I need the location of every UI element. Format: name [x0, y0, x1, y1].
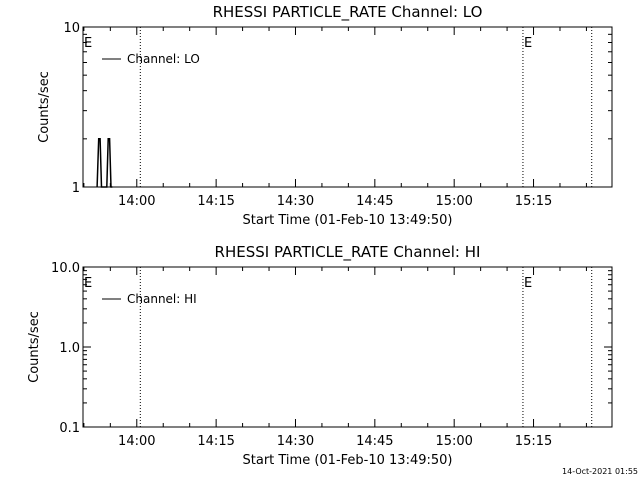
panel-2-x-tick-label: 14:30: [277, 434, 314, 449]
panel-2-legend-label: Channel: HI: [127, 292, 197, 306]
panel-1-y-tick-label: 10: [63, 21, 80, 36]
panel-2-x-tick-label: 15:00: [435, 434, 472, 449]
panel-1-x-tick-label: 14:00: [118, 194, 155, 209]
panel-1-y-tick-label: 1: [72, 181, 80, 196]
panel-2-title: RHESSI PARTICLE_RATE Channel: HI: [215, 243, 481, 262]
panel-2-x-tick-label: 14:45: [356, 434, 393, 449]
panel-1-x-tick-label: 15:15: [515, 194, 552, 209]
panel-1-series-line: [96, 138, 113, 188]
panel-1-x-tick-label: 14:15: [197, 194, 234, 209]
panel-1-y-axis-label: Counts/sec: [37, 71, 52, 143]
panel-2-y-tick-label: 1.0: [59, 341, 80, 356]
panel-1-flag-label: E: [84, 36, 92, 51]
panel-2-x-axis-label: Start Time (01-Feb-10 13:49:50): [243, 453, 453, 468]
panel-2-x-tick-label: 14:15: [197, 434, 234, 449]
panel-1-x-tick-label: 14:45: [356, 194, 393, 209]
panel-1-title: RHESSI PARTICLE_RATE Channel: LO: [213, 3, 483, 22]
panel-2-plot-frame: [82, 266, 613, 428]
footer-timestamp: 14-Oct-2021 01:55: [562, 467, 638, 476]
panel-1-x-tick-label: 15:00: [435, 194, 472, 209]
panel-1-x-axis-label: Start Time (01-Feb-10 13:49:50): [243, 213, 453, 228]
panel-2-y-axis-label: Counts/sec: [27, 311, 42, 383]
panel-2-x-tick-label: 14:00: [118, 434, 155, 449]
panel-1-legend-label: Channel: LO: [127, 52, 200, 66]
panel-2-flag-label: E: [84, 276, 92, 291]
panel-2-y-tick-label: 10.0: [51, 261, 80, 276]
panel-1-flag-label: E: [524, 36, 532, 51]
panel-1-x-tick-label: 14:30: [277, 194, 314, 209]
panel-2-x-tick-label: 15:15: [515, 434, 552, 449]
panel-1-plot-frame: [82, 26, 613, 188]
panel-2-flag-label: E: [524, 276, 532, 291]
panel-2-y-tick-label: 0.1: [59, 421, 80, 436]
